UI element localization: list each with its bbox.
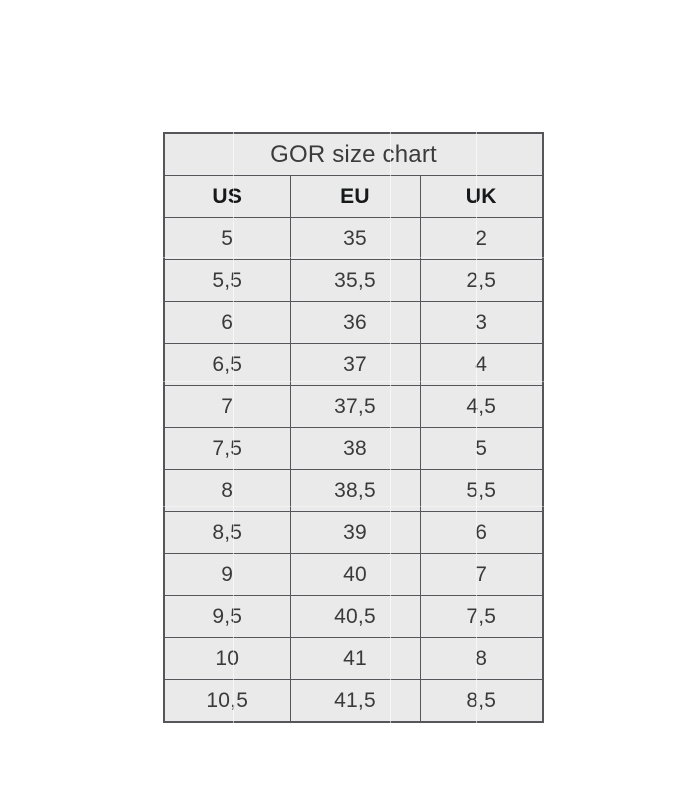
cell-eu: 41 bbox=[289, 637, 421, 680]
table-row: 6 36 3 bbox=[163, 301, 544, 344]
column-header-uk: UK bbox=[419, 175, 544, 218]
cell-us: 9 bbox=[163, 553, 291, 596]
table-row: 9,5 40,5 7,5 bbox=[163, 595, 544, 638]
column-header-eu: EU bbox=[289, 175, 421, 218]
cell-us: 9,5 bbox=[163, 595, 291, 638]
table-row: 8 38,5 5,5 bbox=[163, 469, 544, 512]
table-row: 10 41 8 bbox=[163, 637, 544, 680]
cell-eu: 35 bbox=[289, 217, 421, 260]
cell-us: 8 bbox=[163, 469, 291, 512]
cell-us: 5,5 bbox=[163, 259, 291, 302]
size-chart-table: GOR size chart US EU UK 5 35 2 5,5 35,5 … bbox=[163, 132, 544, 723]
cell-us: 6,5 bbox=[163, 343, 291, 386]
table-row: 9 40 7 bbox=[163, 553, 544, 596]
cell-uk: 3 bbox=[419, 301, 544, 344]
cell-eu: 38 bbox=[289, 427, 421, 470]
cell-uk: 7,5 bbox=[419, 595, 544, 638]
cell-eu: 40 bbox=[289, 553, 421, 596]
cell-uk: 7 bbox=[419, 553, 544, 596]
cell-eu: 35,5 bbox=[289, 259, 421, 302]
cell-uk: 2 bbox=[419, 217, 544, 260]
cell-uk: 8 bbox=[419, 637, 544, 680]
table-header-row: US EU UK bbox=[163, 175, 544, 218]
cell-eu: 37,5 bbox=[289, 385, 421, 428]
cell-us: 8,5 bbox=[163, 511, 291, 554]
table-row: 8,5 39 6 bbox=[163, 511, 544, 554]
cell-uk: 4,5 bbox=[419, 385, 544, 428]
table-row: 10,5 41,5 8,5 bbox=[163, 679, 544, 723]
table-row: 5,5 35,5 2,5 bbox=[163, 259, 544, 302]
cell-uk: 6 bbox=[419, 511, 544, 554]
cell-eu: 37 bbox=[289, 343, 421, 386]
cell-uk: 5,5 bbox=[419, 469, 544, 512]
cell-uk: 8,5 bbox=[419, 679, 544, 723]
cell-uk: 4 bbox=[419, 343, 544, 386]
cell-eu: 38,5 bbox=[289, 469, 421, 512]
cell-us: 10 bbox=[163, 637, 291, 680]
cell-uk: 2,5 bbox=[419, 259, 544, 302]
size-chart-title: GOR size chart bbox=[163, 132, 544, 176]
cell-us: 5 bbox=[163, 217, 291, 260]
cell-us: 7 bbox=[163, 385, 291, 428]
cell-eu: 36 bbox=[289, 301, 421, 344]
table-row: 5 35 2 bbox=[163, 217, 544, 260]
table-row: 7,5 38 5 bbox=[163, 427, 544, 470]
cell-eu: 41,5 bbox=[289, 679, 421, 723]
cell-eu: 40,5 bbox=[289, 595, 421, 638]
table-row: 6,5 37 4 bbox=[163, 343, 544, 386]
column-header-us: US bbox=[163, 175, 291, 218]
cell-us: 7,5 bbox=[163, 427, 291, 470]
table-row: 7 37,5 4,5 bbox=[163, 385, 544, 428]
cell-us: 10,5 bbox=[163, 679, 291, 723]
cell-us: 6 bbox=[163, 301, 291, 344]
cell-eu: 39 bbox=[289, 511, 421, 554]
table-title-row: GOR size chart bbox=[163, 132, 544, 176]
cell-uk: 5 bbox=[419, 427, 544, 470]
